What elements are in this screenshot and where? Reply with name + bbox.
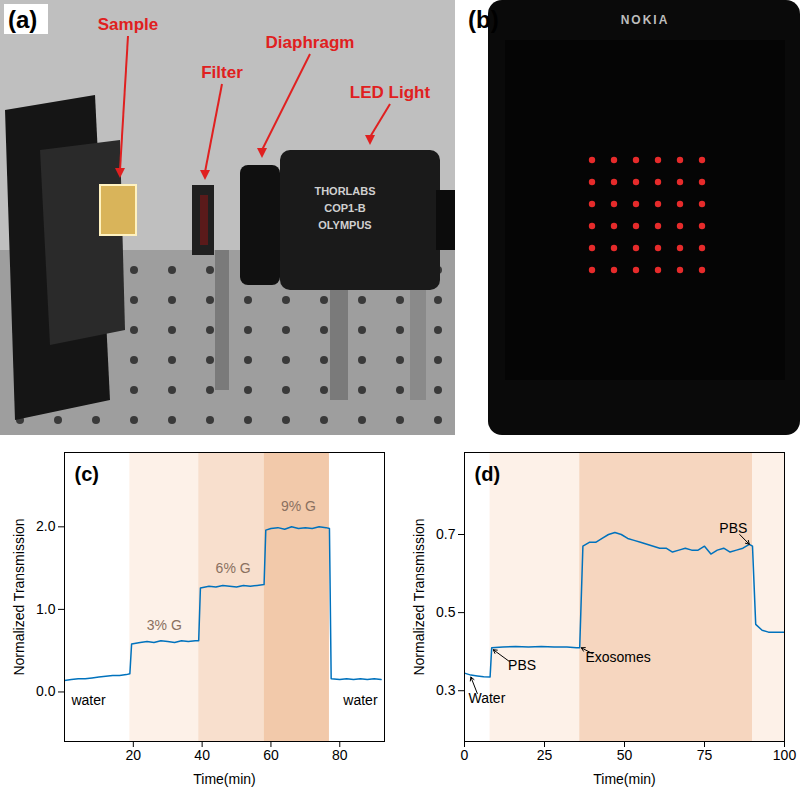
svg-text:40: 40 — [194, 747, 210, 763]
svg-text:0.0: 0.0 — [36, 683, 56, 699]
svg-text:0: 0 — [461, 747, 469, 763]
svg-text:Diaphragm: Diaphragm — [266, 33, 355, 52]
svg-text:OLYMPUS: OLYMPUS — [318, 219, 371, 231]
svg-text:100: 100 — [773, 747, 797, 763]
svg-text:Sample: Sample — [98, 15, 158, 34]
svg-text:1.0: 1.0 — [36, 601, 56, 617]
svg-text:75: 75 — [697, 747, 713, 763]
svg-text:6% G: 6% G — [216, 560, 251, 576]
svg-text:THORLABS: THORLABS — [314, 185, 375, 197]
svg-text:Normalized Transmission: Normalized Transmission — [11, 518, 27, 675]
svg-text:Time(min): Time(min) — [193, 771, 255, 787]
svg-text:PBS: PBS — [719, 520, 747, 536]
svg-text:Filter: Filter — [201, 63, 243, 82]
svg-text:Exosomes: Exosomes — [585, 649, 650, 665]
svg-text:50: 50 — [617, 747, 633, 763]
svg-text:0.5: 0.5 — [436, 604, 456, 620]
svg-text:2.0: 2.0 — [36, 518, 56, 534]
svg-text:LED Light: LED Light — [350, 83, 431, 102]
svg-text:NOKIA: NOKIA — [621, 13, 670, 27]
svg-text:(a): (a) — [8, 6, 37, 33]
svg-text:80: 80 — [332, 747, 348, 763]
svg-text:Time(min): Time(min) — [593, 771, 655, 787]
svg-text:PBS: PBS — [508, 657, 536, 673]
svg-text:(d): (d) — [475, 463, 501, 485]
svg-text:9% G: 9% G — [281, 498, 316, 514]
svg-text:(b): (b) — [468, 6, 499, 33]
svg-text:(c): (c) — [75, 463, 99, 485]
svg-text:20: 20 — [126, 747, 142, 763]
svg-text:25: 25 — [537, 747, 553, 763]
svg-text:COP1-B: COP1-B — [324, 202, 366, 214]
svg-text:0.3: 0.3 — [436, 682, 456, 698]
svg-text:water: water — [342, 692, 378, 708]
svg-text:Normalized Transmission: Normalized Transmission — [411, 518, 427, 675]
svg-text:60: 60 — [263, 747, 279, 763]
svg-text:3% G: 3% G — [147, 617, 182, 633]
svg-text:0.7: 0.7 — [436, 526, 456, 542]
svg-text:water: water — [70, 692, 106, 708]
svg-text:Water: Water — [468, 690, 505, 706]
